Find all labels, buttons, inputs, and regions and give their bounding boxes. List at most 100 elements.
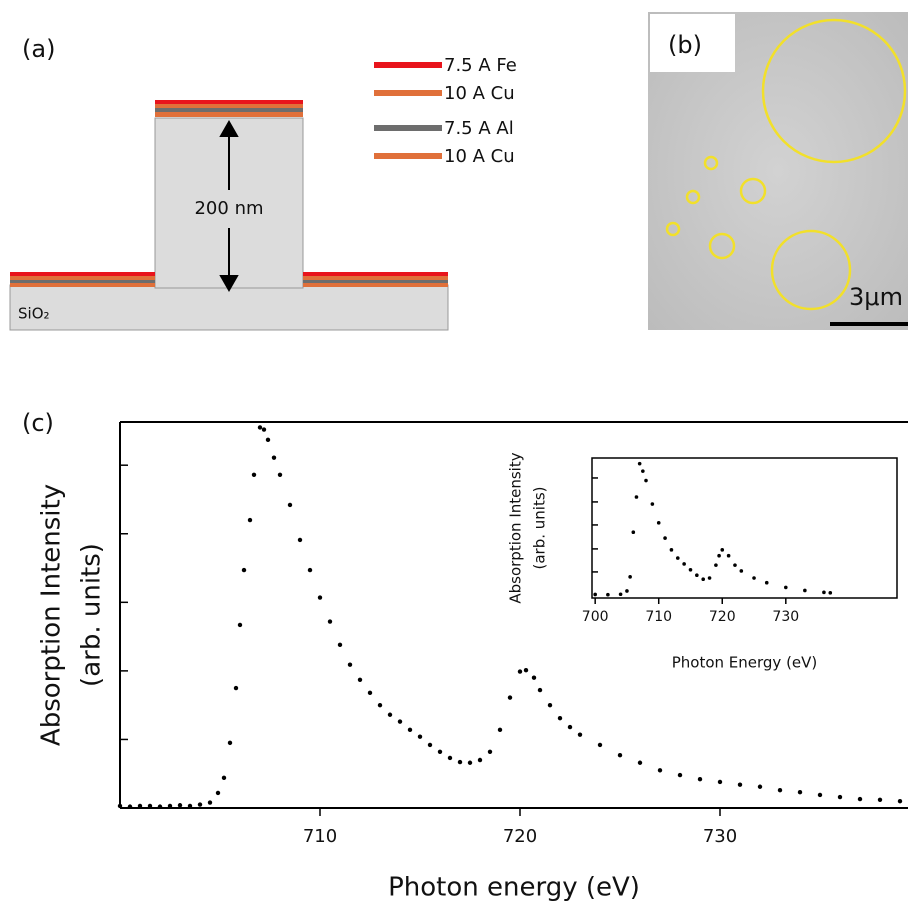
data-point bbox=[338, 643, 342, 647]
y-axis-label: Absorption Intensity bbox=[37, 484, 67, 746]
data-point bbox=[818, 793, 822, 797]
data-point bbox=[258, 425, 262, 429]
data-point bbox=[328, 619, 332, 623]
legend-label: 7.5 A Fe bbox=[444, 55, 517, 76]
data-point bbox=[272, 455, 276, 459]
panel-label: (c) bbox=[22, 409, 54, 437]
data-point bbox=[635, 495, 639, 499]
data-point bbox=[198, 802, 202, 806]
data-point bbox=[266, 438, 270, 442]
layers-right bbox=[303, 272, 448, 287]
x-tick-label: 720 bbox=[503, 826, 537, 847]
legend-label: 7.5 A Al bbox=[444, 118, 514, 139]
data-point bbox=[619, 592, 623, 596]
data-point bbox=[606, 593, 610, 597]
x-tick-label: 700 bbox=[582, 609, 609, 625]
data-point bbox=[558, 716, 562, 720]
data-point bbox=[458, 760, 462, 764]
layers-pillar bbox=[155, 100, 303, 117]
data-point bbox=[638, 761, 642, 765]
data-point bbox=[278, 473, 282, 477]
data-point bbox=[168, 804, 172, 808]
data-point bbox=[578, 732, 582, 736]
data-point bbox=[752, 576, 756, 580]
data-point bbox=[252, 473, 256, 477]
data-point bbox=[242, 568, 246, 572]
substrate-label: SiO₂ bbox=[18, 305, 50, 323]
data-point bbox=[488, 750, 492, 754]
data-point bbox=[118, 804, 122, 808]
data-point bbox=[625, 589, 629, 593]
legend-label: 10 A Cu bbox=[444, 83, 515, 104]
data-point bbox=[368, 691, 372, 695]
data-point bbox=[418, 734, 422, 738]
data-point bbox=[701, 577, 705, 581]
data-point bbox=[308, 568, 312, 572]
legend-label: 10 A Cu bbox=[444, 146, 515, 167]
y-axis-label: (arb. units) bbox=[77, 543, 107, 687]
data-point bbox=[448, 756, 452, 760]
x-axis-label: Photon energy (eV) bbox=[388, 873, 640, 903]
panel-label: (b) bbox=[668, 31, 702, 59]
data-point bbox=[828, 591, 832, 595]
data-point bbox=[358, 678, 362, 682]
data-point bbox=[689, 568, 693, 572]
legend bbox=[374, 62, 442, 159]
data-point bbox=[638, 462, 642, 466]
data-point bbox=[234, 686, 238, 690]
data-point bbox=[784, 586, 788, 590]
height-label: 200 nm bbox=[194, 198, 263, 219]
data-point bbox=[248, 518, 252, 522]
data-point bbox=[738, 782, 742, 786]
data-point bbox=[438, 750, 442, 754]
data-point bbox=[798, 790, 802, 794]
data-point bbox=[657, 521, 661, 525]
inset-frame bbox=[592, 458, 897, 598]
data-point bbox=[618, 753, 622, 757]
data-point bbox=[222, 776, 226, 780]
data-point bbox=[238, 623, 242, 627]
data-point bbox=[478, 758, 482, 762]
data-point bbox=[858, 797, 862, 801]
data-point bbox=[718, 780, 722, 784]
data-point bbox=[708, 576, 712, 580]
data-point bbox=[658, 768, 662, 772]
data-point bbox=[138, 804, 142, 808]
data-point bbox=[898, 799, 902, 803]
data-point bbox=[508, 695, 512, 699]
data-point bbox=[158, 804, 162, 808]
data-point bbox=[518, 669, 522, 673]
data-point bbox=[498, 728, 502, 732]
data-point bbox=[178, 803, 182, 807]
y-axis-label: (arb. units) bbox=[531, 487, 549, 570]
data-point bbox=[318, 595, 322, 599]
x-tick-label: 710 bbox=[645, 609, 672, 625]
data-point bbox=[598, 743, 602, 747]
x-tick-label: 720 bbox=[709, 609, 736, 625]
data-point bbox=[822, 591, 826, 595]
data-point bbox=[388, 713, 392, 717]
data-point bbox=[778, 788, 782, 792]
data-point bbox=[378, 703, 382, 707]
data-point bbox=[714, 563, 718, 567]
data-point bbox=[651, 502, 655, 506]
scale-bar-label: 3μm bbox=[849, 283, 903, 311]
x-tick-label: 730 bbox=[772, 609, 799, 625]
data-point bbox=[695, 573, 699, 577]
data-point bbox=[682, 562, 686, 566]
data-point bbox=[733, 563, 737, 567]
data-point bbox=[644, 479, 648, 483]
data-point bbox=[408, 728, 412, 732]
data-point bbox=[524, 668, 528, 672]
data-point bbox=[228, 741, 232, 745]
panel-label: (a) bbox=[22, 35, 55, 63]
data-point bbox=[208, 800, 212, 804]
y-axis-label: Absorption Intensity bbox=[507, 452, 525, 603]
data-point bbox=[632, 530, 636, 534]
data-point bbox=[727, 554, 731, 558]
data-point bbox=[548, 703, 552, 707]
data-point bbox=[298, 538, 302, 542]
data-point bbox=[803, 589, 807, 593]
data-point bbox=[838, 795, 842, 799]
data-point bbox=[148, 804, 152, 808]
